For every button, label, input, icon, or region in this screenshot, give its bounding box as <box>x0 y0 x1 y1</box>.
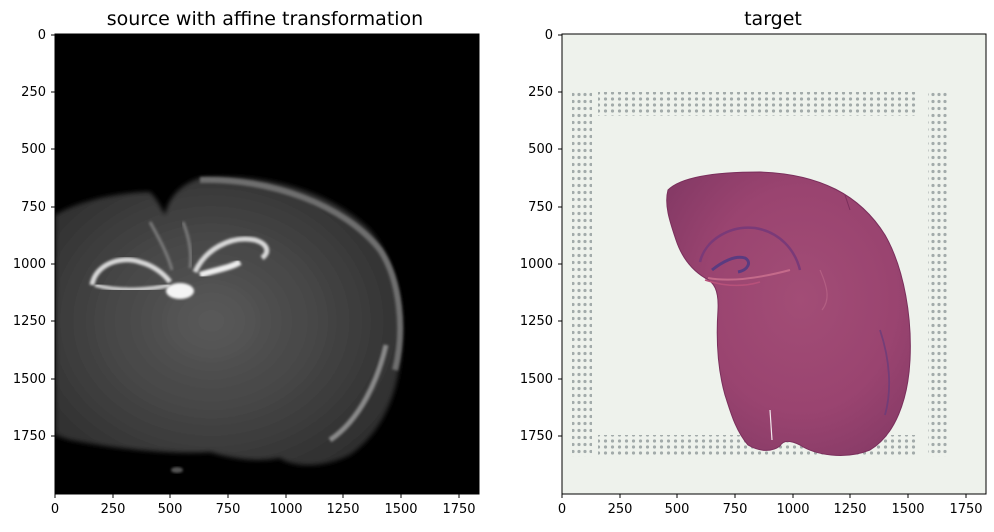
y-tick-label: 500 <box>21 142 46 157</box>
panel-title: target <box>744 8 802 30</box>
x-tick-label: 500 <box>665 502 690 517</box>
x-tick-label: 1250 <box>833 502 866 517</box>
y-tick-label: 750 <box>21 200 46 215</box>
x-tick-label: 1750 <box>949 502 982 517</box>
y-tick-label: 0 <box>545 28 553 43</box>
y-tick-label: 750 <box>528 200 553 215</box>
y-tick-label: 1750 <box>13 429 46 444</box>
y-tick-label: 1750 <box>520 429 553 444</box>
y-tick-label: 1000 <box>13 257 46 272</box>
x-tick-label: 1000 <box>776 502 809 517</box>
x-tick-label: 250 <box>101 502 126 517</box>
x-tick-label: 1500 <box>891 502 924 517</box>
y-tick-label: 250 <box>21 85 46 100</box>
x-axis: 0 250 500 750 1000 1250 1500 1750 <box>558 494 983 517</box>
y-axis: 0 250 500 750 1000 1250 1500 1750 <box>13 28 55 444</box>
y-tick-label: 1250 <box>13 314 46 329</box>
y-axis: 0 250 500 750 1000 1250 1500 1750 <box>520 28 562 444</box>
x-tick-label: 1250 <box>326 502 359 517</box>
panel-source: source with affine transformation <box>13 8 480 517</box>
x-tick-label: 750 <box>216 502 241 517</box>
y-tick-label: 250 <box>528 85 553 100</box>
x-tick-label: 0 <box>51 502 59 517</box>
y-tick-label: 1500 <box>13 372 46 387</box>
x-tick-label: 250 <box>608 502 633 517</box>
y-tick-label: 500 <box>528 142 553 157</box>
target-image <box>562 34 986 494</box>
x-tick-label: 1000 <box>269 502 302 517</box>
source-image <box>55 34 479 494</box>
panel-title: source with affine transformation <box>107 8 423 30</box>
y-tick-label: 1250 <box>520 314 553 329</box>
x-axis: 0 250 500 750 1000 1250 1500 1750 <box>51 494 476 517</box>
x-tick-label: 500 <box>158 502 183 517</box>
x-tick-label: 1750 <box>442 502 475 517</box>
panel-target: target 0 250 50 <box>520 8 987 517</box>
y-tick-label: 1500 <box>520 372 553 387</box>
y-tick-label: 1000 <box>520 257 553 272</box>
x-tick-label: 1500 <box>384 502 417 517</box>
x-tick-label: 0 <box>558 502 566 517</box>
y-tick-label: 0 <box>38 28 46 43</box>
x-tick-label: 750 <box>723 502 748 517</box>
